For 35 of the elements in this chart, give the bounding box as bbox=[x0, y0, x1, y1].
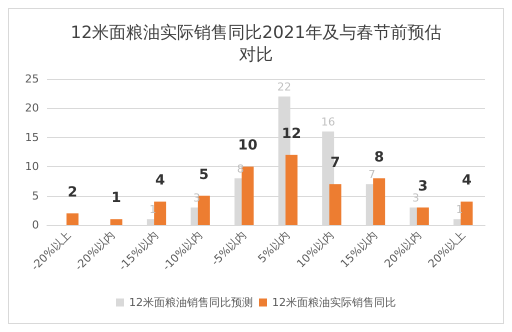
data-label: 22 bbox=[277, 80, 292, 94]
data-label: 3 bbox=[412, 191, 420, 204]
y-tick-label: 0 bbox=[32, 218, 39, 232]
bar bbox=[416, 207, 429, 225]
data-label: 2 bbox=[68, 184, 78, 200]
x-tick-label: 5%以内 bbox=[255, 228, 292, 266]
data-label: 8 bbox=[374, 149, 384, 166]
data-label: 12 bbox=[282, 126, 302, 142]
bar bbox=[329, 184, 342, 225]
data-label: 1 bbox=[111, 190, 122, 206]
data-label: 4 bbox=[462, 172, 472, 189]
bar bbox=[460, 202, 473, 225]
data-label: 3 bbox=[418, 178, 428, 194]
bar bbox=[286, 154, 298, 225]
y-tick-label: 15 bbox=[25, 130, 39, 144]
y-tick-label: 10 bbox=[25, 160, 39, 174]
data-label: 5 bbox=[199, 166, 209, 183]
legend-label: 12米面粮油实际销售同比 bbox=[272, 296, 396, 309]
bar bbox=[242, 166, 254, 225]
y-tick-label: 5 bbox=[32, 189, 39, 202]
y-tick-label: 20 bbox=[25, 102, 39, 115]
data-label: 4 bbox=[155, 172, 166, 189]
data-label: 7 bbox=[330, 155, 340, 172]
bar bbox=[66, 213, 78, 225]
bar bbox=[373, 178, 386, 225]
chart-title: 12米面粮油实际销售同比2021年及与春节前预估对比 bbox=[70, 23, 442, 65]
x-tick-label: -5%以内 bbox=[208, 228, 249, 268]
bar bbox=[198, 196, 210, 225]
y-tick-label: 25 bbox=[25, 72, 39, 86]
bar bbox=[110, 219, 122, 225]
bar bbox=[154, 202, 166, 225]
data-label: 7 bbox=[368, 168, 376, 182]
data-label: 16 bbox=[321, 116, 336, 129]
data-label: 10 bbox=[238, 138, 258, 154]
legend-label: 12米面粮油销售同比预测 bbox=[129, 296, 254, 309]
